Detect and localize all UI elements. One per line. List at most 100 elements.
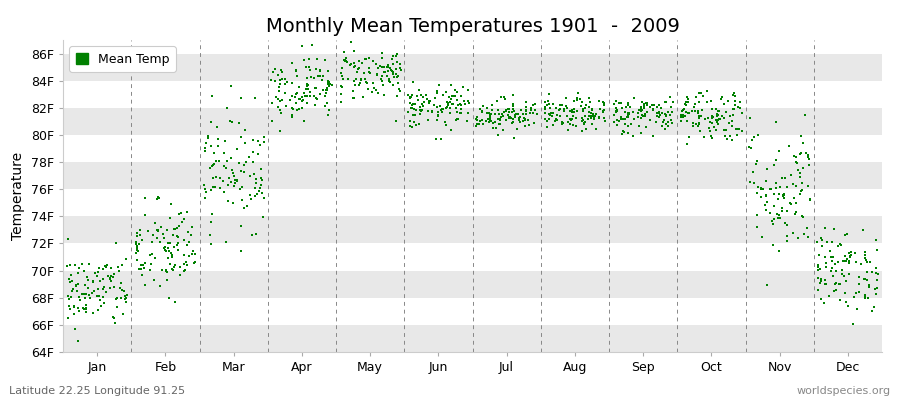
Point [286,106,301,113]
Point [252,188,266,194]
Point [702,125,716,131]
Point [640,108,654,115]
Point [443,105,457,112]
Point [690,108,705,114]
Point [440,100,454,107]
Point [811,267,825,274]
Point [692,113,706,120]
Point [313,73,328,79]
Point [438,122,453,128]
Point [811,275,825,281]
Point [501,112,516,118]
Legend: Mean Temp: Mean Temp [69,46,176,72]
Point [382,76,396,82]
Point [129,250,143,256]
Point [766,221,780,228]
Point [97,262,112,269]
Point [682,134,697,141]
Point [769,119,783,125]
Point [635,112,650,118]
Point [335,72,349,79]
Point [502,115,517,121]
Point [658,111,672,118]
Point [848,249,862,256]
Point [407,106,421,112]
Point [528,107,543,113]
Point [358,56,373,62]
Point [226,170,240,176]
Point [609,116,624,123]
Point [278,90,293,96]
Point [243,192,257,198]
Point [569,115,583,121]
Point [584,115,598,122]
Point [517,114,531,121]
Point [78,306,93,312]
Point [513,114,527,120]
Point [402,95,417,101]
Point [216,178,230,184]
Point [812,251,826,258]
Point [771,191,786,198]
Point [446,101,460,107]
Point [490,97,504,104]
Point [770,180,784,186]
Point [253,142,267,148]
Point [847,294,861,300]
Point [207,150,221,156]
Point [321,79,336,86]
Point [779,232,794,239]
Point [284,112,299,118]
Point [350,66,365,72]
Point [166,267,180,273]
Point [621,112,635,119]
Point [61,314,76,321]
Point [454,106,468,112]
Point [157,235,171,241]
Point [320,79,335,85]
Point [361,64,375,71]
Point [491,116,505,122]
Point [354,77,368,84]
Point [859,257,873,263]
Point [274,107,288,114]
Point [636,105,651,112]
Point [445,101,459,108]
Point [560,113,574,120]
Point [727,105,742,112]
Point [869,270,884,276]
Point [553,102,567,108]
Point [363,70,377,76]
Point [225,118,239,125]
Point [582,109,597,116]
Point [788,208,803,215]
Bar [63,108,882,135]
Point [302,56,316,62]
Point [406,100,420,107]
Point [527,120,542,126]
Point [826,272,841,279]
Point [352,65,366,72]
Point [723,133,737,139]
Point [849,259,863,266]
Point [798,150,813,156]
Point [800,225,814,232]
Point [251,138,266,144]
Point [76,268,91,274]
Point [795,212,809,219]
Point [285,114,300,121]
Point [339,58,354,64]
Point [634,108,648,114]
Point [796,214,810,220]
Point [393,88,408,94]
Point [675,108,689,114]
Point [313,68,328,74]
Point [454,101,468,107]
Point [274,96,289,103]
Point [299,86,313,92]
Point [572,96,587,102]
Point [608,109,623,115]
Point [257,138,272,145]
Point [144,261,158,267]
Point [431,112,446,118]
